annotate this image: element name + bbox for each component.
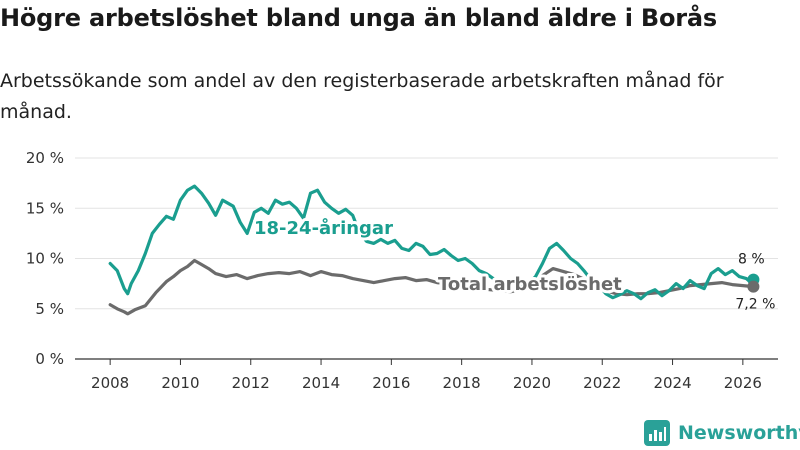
y-tick-label: 5 % xyxy=(35,300,64,318)
youth-end-label: 8 % xyxy=(738,252,765,268)
chart-title: Högre arbetslöshet bland unga än bland ä… xyxy=(0,4,717,32)
newsworthy-logo-icon xyxy=(644,420,670,446)
x-tick-label: 2022 xyxy=(583,374,621,392)
y-tick-label: 15 % xyxy=(26,199,64,217)
total-series-line xyxy=(108,258,755,316)
brand-logo: Newsworthy xyxy=(644,420,800,446)
x-tick-label: 2012 xyxy=(232,374,270,392)
x-tick-label: 2024 xyxy=(653,374,691,392)
chart-subtitle: Arbetssökande som andel av den registerb… xyxy=(0,70,724,123)
x-tick-label: 2026 xyxy=(724,374,762,392)
youth-series-label: 18-24-åringar xyxy=(254,217,393,239)
x-tick-label: 2014 xyxy=(302,374,340,392)
brand-name: Newsworthy xyxy=(678,422,800,444)
y-tick-label: 10 % xyxy=(26,250,64,268)
total-end-label: 7,2 % xyxy=(735,297,775,313)
total-end-point xyxy=(747,280,760,293)
x-tick-label: 2020 xyxy=(513,374,551,392)
total-series-label-halo: Total arbetslöshet xyxy=(438,274,622,295)
x-tick-label: 2010 xyxy=(161,374,199,392)
y-tick-label: 0 % xyxy=(35,350,64,368)
y-tick-label: 20 % xyxy=(26,149,64,167)
youth-series-label-halo: 18-24-åringar xyxy=(254,217,393,239)
youth-series-line xyxy=(108,184,755,301)
total-series-label: Total arbetslöshet xyxy=(438,274,622,295)
x-tick-label: 2008 xyxy=(91,374,129,392)
x-tick-label: 2016 xyxy=(372,374,410,392)
x-tick-label: 2018 xyxy=(443,374,481,392)
